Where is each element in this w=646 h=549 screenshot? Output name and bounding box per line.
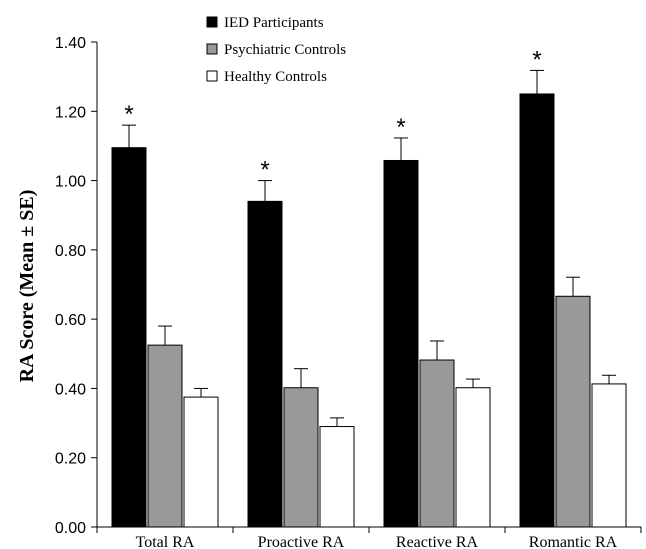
bar [519, 93, 555, 528]
legend-swatch [206, 70, 218, 82]
legend-label: Psychiatric Controls [224, 42, 346, 58]
significance-marker: * [124, 101, 133, 128]
x-tick-label: Reactive RA [396, 534, 479, 549]
significance-marker: * [396, 114, 405, 141]
y-tick-label: 1.40 [55, 35, 86, 52]
bar [147, 344, 183, 528]
bar [555, 295, 591, 528]
y-tick-label: 0.00 [55, 520, 86, 537]
y-tick-label: 0.40 [55, 381, 86, 398]
bar [283, 387, 319, 528]
significance-marker: * [532, 46, 541, 73]
bars: * * * * [111, 46, 627, 528]
bar [455, 387, 491, 528]
bar [183, 396, 219, 528]
legend: IED Participants Psychiatric Controls Heal… [206, 15, 346, 85]
bar [383, 159, 419, 528]
x-tick-label: Total RA [136, 534, 195, 549]
bar [591, 383, 627, 528]
y-tick-label: 0.60 [55, 312, 86, 329]
legend-swatch [206, 43, 218, 55]
bar [319, 426, 355, 528]
bar [247, 200, 283, 528]
y-tick-label: 0.20 [55, 451, 86, 468]
y-tick-label: 0.80 [55, 243, 86, 260]
x-tick-label: Romantic RA [529, 534, 618, 549]
y-tick-label: 1.20 [55, 104, 86, 121]
legend-swatch [206, 16, 218, 28]
y-axis-label: RA Score (Mean ± SE) [16, 190, 38, 383]
bar [111, 147, 147, 528]
x-tick-label: Proactive RA [258, 534, 345, 549]
legend-label: IED Participants [224, 15, 324, 31]
axes: 0.00 0.20 0.40 0.60 0.80 1.00 1.20 1.40 Total RA… [55, 35, 642, 549]
bar [419, 359, 455, 528]
significance-marker: * [260, 157, 269, 184]
legend-label: Healthy Controls [224, 69, 327, 85]
y-tick-label: 1.00 [55, 174, 86, 191]
